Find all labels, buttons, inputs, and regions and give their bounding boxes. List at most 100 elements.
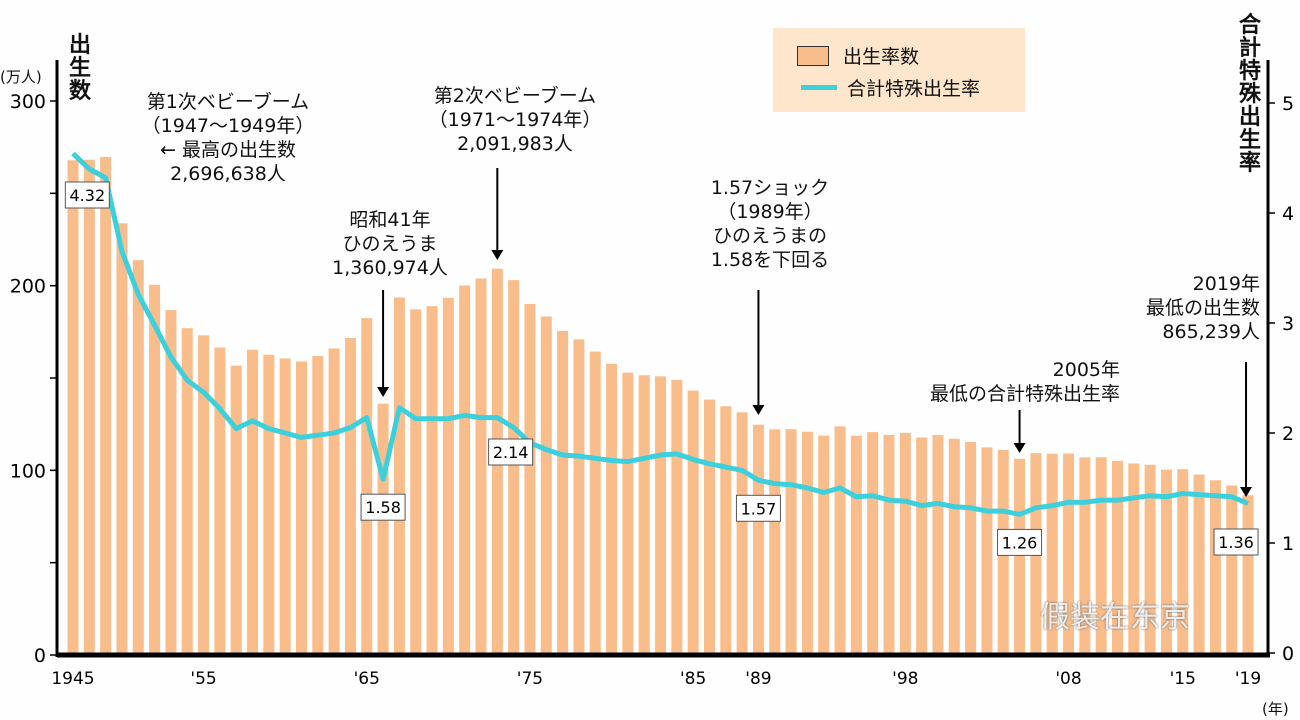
annotation-line: 第2次ベビーブーム xyxy=(433,85,597,107)
annotation-line: 1.58を下回る xyxy=(710,249,830,271)
bar-1990 xyxy=(769,429,781,655)
bar-1991 xyxy=(785,429,797,655)
annotation-baby-boom-1: 第1次ベビーブーム （1947〜1949年） ← 最高の出生数 2,696,63… xyxy=(118,90,338,186)
bar-1962 xyxy=(312,356,324,655)
bar-2013 xyxy=(1144,464,1156,655)
bar-1974 xyxy=(508,280,520,655)
bar-1951 xyxy=(132,260,144,655)
bar-2015 xyxy=(1177,469,1189,655)
annotation-line: （1947〜1949年） xyxy=(141,115,315,137)
annotation-line: 昭和41年 xyxy=(349,209,431,231)
bar-1984 xyxy=(671,379,683,655)
x-tick-label: '98 xyxy=(892,669,918,689)
bar-1975 xyxy=(524,303,536,655)
bar-1983 xyxy=(655,376,667,655)
x-tick-label: '55 xyxy=(190,669,216,689)
annotation-line: 1,360,974人 xyxy=(332,257,448,279)
x-tick-label: 1945 xyxy=(51,669,94,689)
bar-1947 xyxy=(67,160,79,655)
arrow-baby-boom-2-head xyxy=(491,250,504,260)
x-tick-label: '89 xyxy=(745,669,771,689)
annotation-line: 最低の出生数 xyxy=(1145,297,1260,319)
bar-1954 xyxy=(181,328,193,655)
left-tick-label: 100 xyxy=(10,460,46,482)
value-label: 1.26 xyxy=(1002,533,1038,552)
annotation-line: ひのえうま xyxy=(342,233,438,255)
bar-1980 xyxy=(606,363,618,655)
bar-1977 xyxy=(557,330,569,655)
left-axis-unit: (万人) xyxy=(0,68,42,86)
annotation-baby-boom-2: 第2次ベビーブーム （1971〜1974年） 2,091,983人 xyxy=(405,84,625,156)
bar-1953 xyxy=(165,310,177,655)
value-label-box xyxy=(488,438,534,466)
bar-1957 xyxy=(230,365,242,655)
bar-1986 xyxy=(703,399,715,655)
x-tick-label: '15 xyxy=(1170,669,1196,689)
bar-1955 xyxy=(198,335,210,655)
bar-1979 xyxy=(589,351,601,655)
right-tick-label: 4 xyxy=(1282,203,1294,225)
arrow-2019-head xyxy=(1240,487,1253,497)
bar-2011 xyxy=(1111,460,1123,655)
bar-2010 xyxy=(1095,457,1107,655)
bar-1976 xyxy=(540,316,552,655)
bar-1967 xyxy=(393,297,405,655)
bar-1966 xyxy=(377,403,389,655)
legend: 出生率数 合計特殊出生率 xyxy=(773,28,1025,112)
value-label-box xyxy=(64,181,110,209)
bar-1958 xyxy=(247,349,259,655)
bar-1982 xyxy=(638,375,650,655)
bar-2009 xyxy=(1079,457,1091,655)
bar-1972 xyxy=(475,278,487,655)
bar-2012 xyxy=(1128,463,1140,655)
bar-1995 xyxy=(850,435,862,655)
x-tick-label: '75 xyxy=(517,669,543,689)
bar-2001 xyxy=(948,438,960,655)
annotation-hinoeuma: 昭和41年 ひのえうま 1,360,974人 xyxy=(300,208,480,280)
bar-1998 xyxy=(899,432,911,655)
annotation-line: （1971〜1974年） xyxy=(428,109,602,131)
bar-1964 xyxy=(344,337,356,655)
annotation-157-shock: 1.57ショック （1989年） ひのえうまの 1.58を下回る xyxy=(680,176,860,272)
right-tick-label: 1 xyxy=(1282,533,1294,555)
value-label: 4.32 xyxy=(70,186,106,205)
x-tick-label: '19 xyxy=(1235,669,1261,689)
bar-1978 xyxy=(573,339,585,655)
bar-1992 xyxy=(801,431,813,655)
bar-2017 xyxy=(1209,480,1221,655)
annotation-line: 最低の合計特殊出生率 xyxy=(929,383,1120,405)
bar-1948 xyxy=(83,159,95,655)
bar-2016 xyxy=(1193,474,1205,655)
bar-2019 xyxy=(1242,495,1254,655)
bar-1987 xyxy=(720,406,732,655)
left-tick-label: 0 xyxy=(34,645,46,667)
right-tick-label: 0 xyxy=(1282,643,1294,665)
bar-1950 xyxy=(116,223,128,655)
value-label-box xyxy=(997,528,1043,556)
legend-item-tfr: 合計特殊出生率 xyxy=(801,74,980,101)
tfr-line xyxy=(71,151,1249,517)
annotation-line: 1.57ショック xyxy=(710,177,830,199)
legend-bar-label: 出生率数 xyxy=(843,46,920,68)
legend-item-births: 出生率数 xyxy=(797,42,919,69)
annotation-line: 2,696,638人 xyxy=(170,163,286,185)
annotation-line: 2005年 xyxy=(1052,359,1120,381)
bar-2007 xyxy=(1046,453,1058,655)
bar-1981 xyxy=(622,372,634,655)
bar-1993 xyxy=(818,435,830,655)
bar-1949 xyxy=(100,156,112,656)
annotation-2019-low-births: 2019年 最低の出生数 865,239人 xyxy=(1100,272,1260,344)
bar-2014 xyxy=(1160,469,1172,655)
bar-2005 xyxy=(1014,458,1026,655)
annotation-line: 865,239人 xyxy=(1162,321,1260,343)
legend-bar-swatch xyxy=(797,45,829,66)
bar-1965 xyxy=(361,318,373,655)
left-axis-title: 出生数 xyxy=(68,33,91,104)
x-tick-label: '08 xyxy=(1055,669,1081,689)
bar-2008 xyxy=(1063,453,1075,655)
bar-1996 xyxy=(867,432,879,655)
bar-2018 xyxy=(1226,485,1238,655)
left-tick-label: 200 xyxy=(10,276,46,298)
x-tick-label: '85 xyxy=(680,669,706,689)
